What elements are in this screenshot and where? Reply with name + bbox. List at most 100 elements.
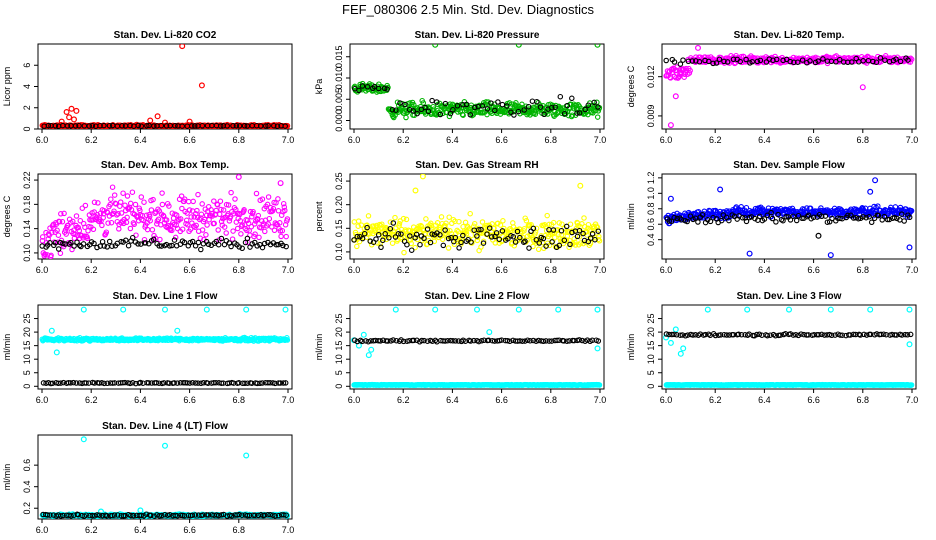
data-point — [80, 241, 87, 247]
data-point — [479, 219, 486, 225]
data-point — [530, 225, 537, 232]
data-point — [259, 380, 266, 386]
x-tick-label: 6.6 — [183, 265, 196, 275]
panel-title: Stan. Dev. Line 4 (LT) Flow — [102, 421, 228, 432]
data-point — [550, 227, 557, 233]
data-point — [721, 331, 727, 338]
data-point — [117, 199, 124, 205]
data-point — [106, 122, 113, 129]
data-point — [131, 221, 137, 228]
data-point — [757, 57, 764, 64]
data-point — [579, 221, 585, 227]
data-point — [354, 233, 361, 240]
y-tick-label: 25 — [334, 314, 344, 324]
data-point — [153, 380, 160, 386]
data-point-outlier — [555, 306, 562, 313]
data-point — [236, 123, 243, 129]
data-point — [163, 217, 170, 223]
data-point — [794, 59, 801, 65]
y-tick-label: 0.6 — [22, 459, 32, 472]
data-point — [423, 216, 429, 222]
data-point — [181, 239, 188, 246]
data-point-outlier — [677, 350, 684, 357]
data-point — [430, 103, 436, 110]
data-point — [279, 227, 286, 234]
x-tick-label: 6.2 — [709, 135, 722, 145]
data-point — [73, 213, 80, 219]
data-point — [446, 113, 453, 120]
x-tick-label: 6.2 — [85, 525, 98, 535]
data-point — [546, 242, 553, 249]
data-point — [265, 221, 271, 227]
data-point — [284, 337, 291, 343]
data-point — [790, 213, 796, 219]
data-point — [101, 243, 107, 249]
data-point — [199, 201, 205, 207]
data-point — [49, 380, 56, 386]
data-point — [437, 232, 443, 238]
data-point — [484, 231, 490, 237]
data-point — [424, 226, 431, 232]
points — [662, 306, 915, 389]
data-point — [595, 104, 601, 110]
data-point — [392, 214, 398, 221]
data-point — [471, 337, 477, 344]
data-point — [284, 216, 291, 222]
data-point — [224, 123, 230, 129]
data-point — [730, 331, 737, 338]
data-point — [564, 102, 571, 109]
data-point — [211, 380, 217, 386]
y-tick-label: 25 — [22, 314, 32, 324]
data-point — [902, 331, 908, 338]
data-point — [77, 217, 84, 224]
data-point — [730, 56, 737, 63]
data-point — [904, 332, 911, 338]
data-point — [177, 216, 184, 222]
data-point — [572, 242, 579, 248]
data-point — [101, 122, 107, 129]
data-point — [849, 59, 855, 65]
data-point — [104, 380, 111, 387]
data-point — [695, 219, 701, 225]
x-tick-label: 7.0 — [906, 265, 919, 275]
data-point — [275, 196, 281, 202]
data-point — [109, 512, 115, 519]
data-point — [761, 216, 768, 222]
points — [663, 177, 915, 259]
data-point-outlier — [68, 105, 75, 112]
data-point — [548, 104, 555, 111]
plot-frame — [349, 304, 605, 390]
data-point — [365, 338, 372, 345]
data-point — [595, 228, 602, 234]
x-tick-label: 6.8 — [233, 135, 246, 145]
data-point — [512, 239, 519, 245]
data-point — [123, 219, 130, 226]
data-point — [576, 227, 583, 234]
data-point — [55, 380, 62, 387]
data-point — [169, 210, 176, 216]
data-point-outlier — [48, 327, 55, 334]
y-tick-label: 0.015 — [334, 45, 344, 68]
data-point — [254, 380, 261, 387]
data-point — [195, 380, 201, 386]
y-tick-label: 10 — [22, 354, 32, 364]
data-point — [233, 122, 240, 129]
data-point — [108, 219, 115, 226]
x-tick-label: 6.4 — [446, 395, 459, 405]
data-point — [283, 243, 289, 250]
data-point — [137, 379, 144, 386]
data-point — [382, 231, 388, 237]
data-point — [455, 228, 462, 235]
y-tick-label: 0.8 — [646, 203, 656, 216]
data-point — [127, 225, 134, 232]
data-point — [384, 86, 390, 92]
data-point-outlier — [162, 442, 169, 449]
data-point — [505, 235, 511, 242]
data-point-outlier — [154, 113, 161, 120]
data-point — [404, 241, 410, 248]
data-point — [156, 513, 163, 519]
data-point — [460, 232, 466, 239]
